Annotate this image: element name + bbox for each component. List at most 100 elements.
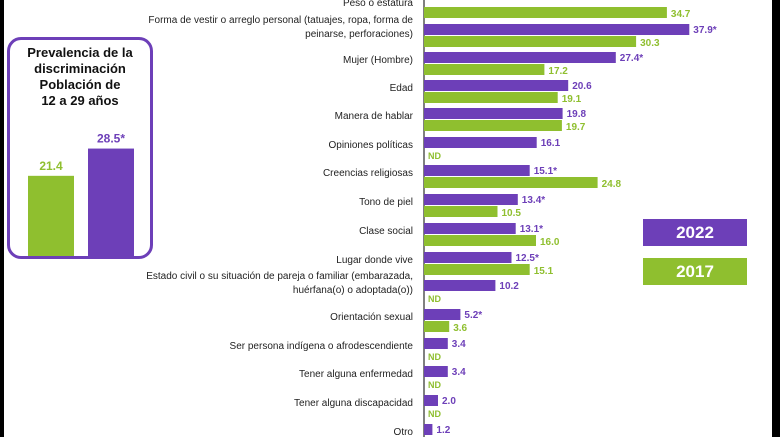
category-label-line: Tener alguna discapacidad xyxy=(294,398,413,409)
bar-2022 xyxy=(424,52,616,63)
value-label-2022: 3.4 xyxy=(452,367,466,378)
category-label: Estado civil o su situación de pareja o … xyxy=(146,271,413,296)
prevalence-title-line: discriminación xyxy=(34,61,126,76)
category-label: Tener alguna discapacidad xyxy=(294,398,413,409)
category-label-line: Otro xyxy=(394,427,414,437)
category-label-line: Lugar donde vive xyxy=(336,255,413,266)
right-frame-edge xyxy=(772,0,780,437)
value-label-2017: ND xyxy=(428,409,441,419)
prevalence-title: Prevalencia de la discriminación Poblaci… xyxy=(10,45,150,109)
legend-2017: 2017 xyxy=(643,258,747,285)
category-label: Mujer (Hombre) xyxy=(343,55,413,66)
legend-2022: 2022 xyxy=(643,219,747,246)
prevalence-title-line: Prevalencia de la xyxy=(27,45,133,60)
prevalence-bar-2017 xyxy=(28,175,74,256)
value-label-2017: 16.0 xyxy=(540,237,560,248)
category-label: Peso o estatura xyxy=(343,0,413,9)
value-label-2017: ND xyxy=(428,294,441,304)
value-label-2017: ND xyxy=(428,352,441,362)
category-label-line: Orientación sexual xyxy=(330,312,413,323)
category-label-line: Clase social xyxy=(359,226,413,237)
value-label-2022: 1.2 xyxy=(436,425,450,436)
prevalence-chart: 21.4 28.5* xyxy=(28,132,134,256)
value-label-2017: 17.2 xyxy=(548,66,568,77)
value-label-2022: 19.8 xyxy=(567,109,587,120)
value-label-2017: ND xyxy=(428,380,441,390)
bar-2022 xyxy=(424,252,512,263)
bar-2022 xyxy=(424,80,569,91)
category-label-line: Forma de vestir o arreglo personal (tatu… xyxy=(148,15,413,26)
category-label: Orientación sexual xyxy=(330,312,413,323)
prevalence-title-line: 12 a 29 años xyxy=(41,93,119,108)
bar-2017 xyxy=(424,264,530,275)
bar-2017 xyxy=(424,7,667,18)
category-label: Opiniones políticas xyxy=(329,140,414,151)
category-label-line: Peso o estatura xyxy=(343,0,413,9)
value-label-2022: 3.4 xyxy=(452,339,466,350)
bar-2022 xyxy=(424,108,563,119)
category-label: Manera de hablar xyxy=(335,111,414,122)
bar-2022 xyxy=(424,24,690,35)
category-label: Tono de piel xyxy=(359,197,413,208)
prevalence-title-line: Población de xyxy=(39,77,121,92)
bar-2017 xyxy=(424,92,558,103)
value-label-2017: 30.3 xyxy=(640,38,660,49)
category-label: Tener alguna enfermedad xyxy=(299,369,413,380)
bar-2017 xyxy=(424,177,598,188)
prevalence-value-2017: 21.4 xyxy=(39,159,63,173)
category-label-line: Tono de piel xyxy=(359,197,413,208)
value-label-2017: 19.1 xyxy=(562,94,582,105)
bar-2017 xyxy=(424,206,498,217)
category-label-line: peinarse, perforaciones) xyxy=(305,29,413,40)
value-label-2017: 24.8 xyxy=(602,179,622,190)
bar-2022 xyxy=(424,424,433,435)
prevalence-box: Prevalencia de la discriminación Poblaci… xyxy=(7,37,153,259)
category-label-line: Creencias religiosas xyxy=(323,168,413,179)
value-label-2022: 37.9* xyxy=(693,25,716,36)
bar-2017 xyxy=(424,120,562,131)
bar-2022 xyxy=(424,366,448,377)
category-label: Creencias religiosas xyxy=(323,168,413,179)
value-label-2017: 19.7 xyxy=(566,122,586,133)
category-label-line: Ser persona indígena o afrodescendiente xyxy=(230,341,414,352)
value-label-2022: 13.1* xyxy=(520,224,543,235)
bar-2022 xyxy=(424,280,496,291)
value-label-2017: ND xyxy=(428,151,441,161)
category-label-line: Estado civil o su situación de pareja o … xyxy=(146,271,413,282)
bar-2022 xyxy=(424,223,516,234)
value-label-2017: 3.6 xyxy=(453,323,467,334)
value-label-2022: 12.5* xyxy=(516,253,539,264)
category-label-line: Mujer (Hombre) xyxy=(343,55,413,66)
category-label: Ser persona indígena o afrodescendiente xyxy=(230,341,414,352)
bar-2022 xyxy=(424,309,461,320)
value-label-2022: 27.4* xyxy=(620,53,643,64)
prevalence-value-2022: 28.5* xyxy=(97,132,125,146)
value-label-2022: 16.1 xyxy=(541,138,561,149)
category-label-line: Edad xyxy=(390,83,413,94)
value-label-2017: 15.1 xyxy=(534,266,554,277)
category-label: Lugar donde vive xyxy=(336,255,413,266)
bar-2017 xyxy=(424,321,450,332)
value-label-2022: 20.6 xyxy=(572,81,592,92)
bar-2017 xyxy=(424,235,536,246)
left-frame-edge xyxy=(0,0,4,437)
value-label-2022: 15.1* xyxy=(534,166,557,177)
category-label: Otro xyxy=(394,427,414,437)
category-label: Edad xyxy=(390,83,413,94)
bar-2022 xyxy=(424,194,518,205)
bar-2022 xyxy=(424,338,448,349)
bar-2022 xyxy=(424,395,438,406)
bar-2022 xyxy=(424,137,537,148)
value-label-2022: 2.0 xyxy=(442,396,456,407)
category-label-line: Tener alguna enfermedad xyxy=(299,369,413,380)
prevalence-bar-2022 xyxy=(88,148,134,256)
category-label: Forma de vestir o arreglo personal (tatu… xyxy=(148,15,413,40)
bar-2017 xyxy=(424,36,637,47)
value-label-2022: 5.2* xyxy=(464,310,482,321)
value-label-2017: 10.5 xyxy=(502,208,522,219)
category-label: Clase social xyxy=(359,226,413,237)
bar-2017 xyxy=(424,64,545,75)
category-label-line: Manera de hablar xyxy=(335,111,414,122)
bar-2022 xyxy=(424,165,530,176)
